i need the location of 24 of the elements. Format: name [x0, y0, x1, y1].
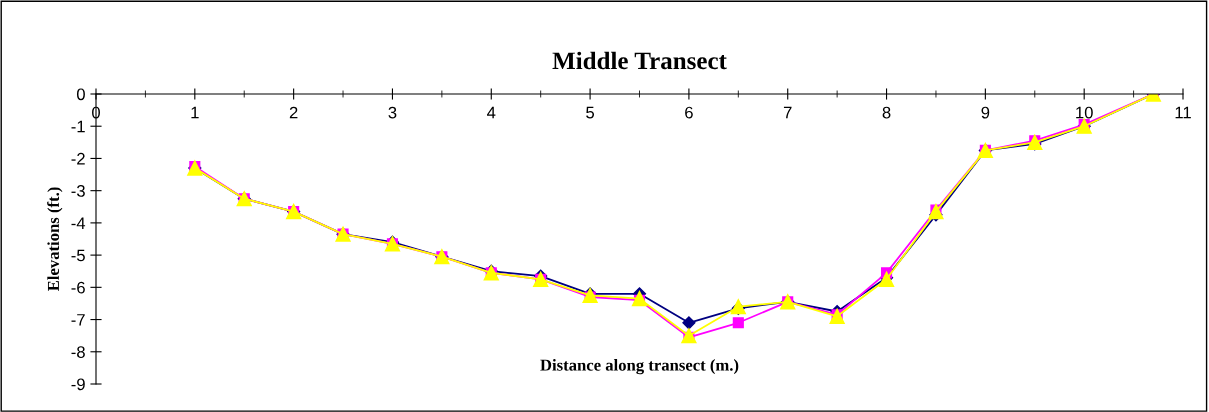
y-axis-title: Elevations (ft.) — [47, 187, 63, 292]
x-tick-label: 9 — [981, 106, 990, 119]
x-axis-title: Distance along transect (m.) — [540, 359, 739, 375]
x-tick-label: 6 — [685, 106, 693, 119]
y-tick-label: -8 — [71, 346, 85, 358]
x-tick-label: 4 — [487, 106, 496, 119]
x-tick-label: 1 — [191, 106, 199, 119]
y-tick-label: -3 — [71, 185, 85, 197]
x-tick-label: 5 — [586, 106, 595, 119]
x-tick-label: 11 — [1175, 106, 1191, 119]
y-tick-label: -7 — [71, 314, 85, 326]
y-tick-label: -5 — [71, 249, 85, 262]
x-tick-label: 8 — [882, 106, 891, 119]
x-tick-label: 2 — [289, 106, 298, 119]
y-tick-label: -2 — [71, 152, 85, 165]
y-tick-label: -4 — [71, 217, 86, 229]
x-tick-label: 3 — [388, 106, 397, 119]
chart-title: Middle Transect — [552, 51, 727, 70]
y-tick-label: -9 — [71, 378, 85, 391]
y-tick-label: -1 — [71, 120, 85, 133]
x-tick-label: 7 — [783, 106, 792, 119]
x-tick-label: 10 — [1076, 106, 1093, 119]
y-tick-label: -6 — [71, 281, 85, 294]
y-tick-label: 0 — [76, 88, 85, 101]
